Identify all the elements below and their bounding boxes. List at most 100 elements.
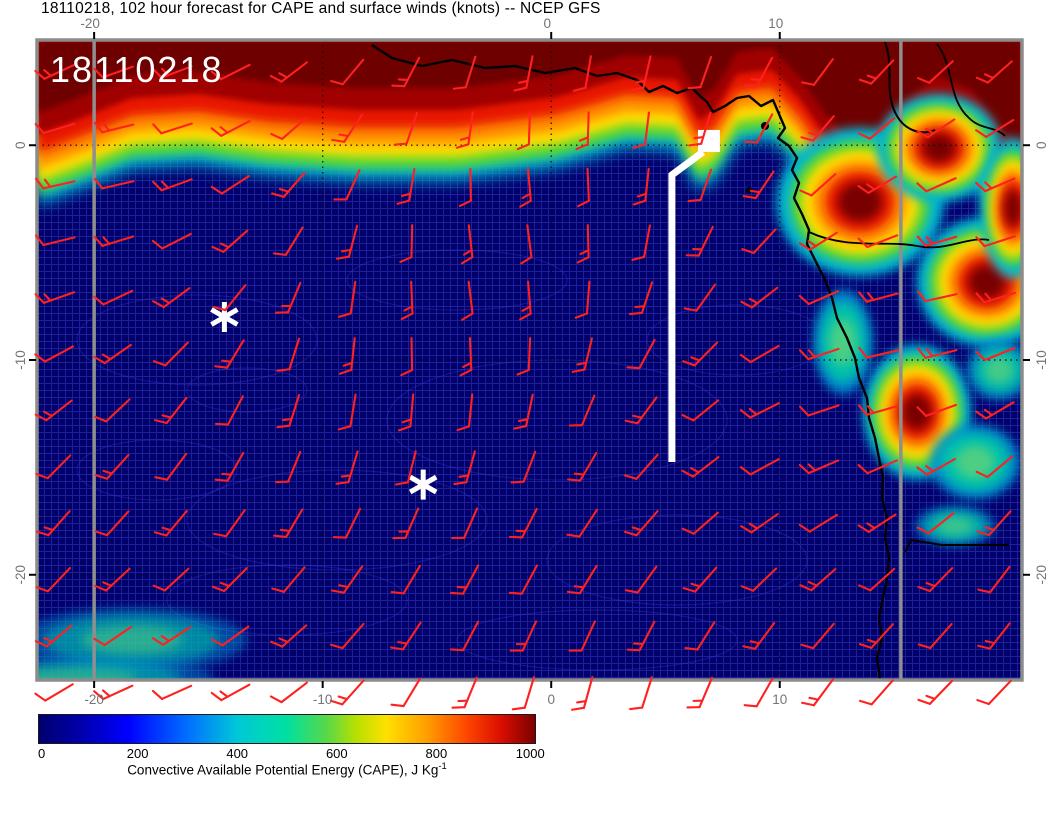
- wind-barb: [275, 450, 302, 484]
- wind-barb: [858, 679, 894, 706]
- wind-barb: [153, 509, 188, 537]
- wind-barb: [93, 343, 132, 365]
- wind-barb: [390, 564, 421, 595]
- wind-barb: [976, 510, 1012, 537]
- wind-barb: [451, 507, 479, 540]
- wind-barb: [570, 675, 594, 711]
- wind-barb: [916, 457, 957, 476]
- wind-barb: [93, 121, 135, 134]
- wind-barb: [449, 564, 480, 595]
- wind-barb: [35, 454, 72, 480]
- wind-barb: [740, 567, 778, 592]
- wind-barb: [739, 402, 780, 419]
- wind-barb: [271, 171, 306, 198]
- wind-barb: [276, 394, 301, 429]
- colorbar-label-text: Convective Available Potential Energy (C…: [127, 762, 439, 778]
- wind-barb: [857, 513, 897, 533]
- wind-barb: [798, 290, 840, 306]
- wind-barb: [576, 224, 590, 264]
- wind-barb: [629, 676, 653, 711]
- wind-barb: [799, 173, 837, 197]
- wind-barb: [396, 167, 416, 205]
- river-line-benue: [936, 43, 1006, 137]
- wind-barb: [34, 122, 76, 135]
- axis-label-right: -20: [1034, 565, 1049, 585]
- wind-barb: [456, 393, 474, 432]
- faint-contour: [386, 359, 728, 481]
- wind-barb: [977, 565, 1011, 594]
- wind-barb: [630, 55, 652, 92]
- wind-barb: [335, 450, 359, 485]
- wind-barb: [269, 681, 308, 704]
- wind-barb: [977, 622, 1011, 650]
- cape-high-blob: [829, 318, 857, 366]
- plot-frame: [35, 38, 1024, 682]
- wind-barb: [575, 111, 590, 151]
- storm-asterisk-marker: [210, 302, 239, 332]
- wind-barb: [798, 459, 840, 475]
- wind-barb: [800, 622, 835, 650]
- river-line-congo: [808, 231, 990, 249]
- wind-barb: [152, 65, 193, 79]
- wind-barb: [394, 450, 417, 486]
- wind-barb: [975, 60, 1013, 84]
- cape-high-blob: [1004, 189, 1022, 227]
- wind-barb: [743, 113, 774, 144]
- wind-barb: [683, 283, 717, 312]
- wind-barb: [917, 679, 954, 705]
- wind-barb: [684, 621, 716, 651]
- wind-barb: [332, 507, 362, 539]
- wind-barb: [509, 620, 538, 652]
- wind-barb: [210, 625, 250, 647]
- wind-barb: [857, 117, 896, 140]
- wind-barb: [153, 396, 188, 425]
- wind-barb: [271, 566, 306, 593]
- wind-barb: [34, 683, 74, 702]
- wind-barb: [631, 224, 651, 261]
- wind-barb: [743, 677, 774, 708]
- wind-barb: [681, 511, 719, 535]
- wind-barb: [687, 168, 713, 203]
- faint-contour: [346, 249, 568, 311]
- wind-barb: [577, 167, 590, 208]
- wind-barb: [857, 234, 899, 249]
- wind-barb: [455, 111, 474, 149]
- wind-barb: [151, 684, 193, 701]
- wind-barb: [452, 55, 477, 90]
- wind-barb: [976, 679, 1012, 706]
- wind-barb: [567, 451, 598, 482]
- wind-barb: [917, 622, 953, 650]
- wind-barb: [688, 112, 712, 147]
- wind-barb: [397, 393, 415, 432]
- wind-barb: [35, 177, 76, 190]
- wind-barb: [800, 115, 835, 142]
- wind-barb: [511, 676, 536, 711]
- wind-barb: [151, 626, 192, 646]
- wind-barb: [681, 456, 720, 478]
- wind-barb: [210, 175, 250, 195]
- wind-barb: [566, 564, 598, 595]
- faint-contour: [456, 609, 738, 671]
- figure-title: 18110218, 102 hour forecast for CAPE and…: [41, 0, 601, 17]
- faint-contour: [546, 514, 808, 606]
- wind-barb: [34, 345, 75, 363]
- wind-barb: [269, 61, 308, 83]
- wind-barb: [93, 177, 135, 190]
- wind-barb: [741, 228, 777, 255]
- wind-barb: [152, 341, 189, 367]
- wind-barb: [34, 399, 73, 422]
- cape-high-blob: [937, 517, 973, 535]
- wind-barb: [337, 393, 357, 431]
- wind-barb: [210, 683, 251, 702]
- wind-barb: [212, 284, 247, 312]
- wind-barb-layer: [34, 55, 1017, 711]
- wind-barb: [975, 291, 1017, 304]
- wind-barb: [858, 59, 895, 85]
- wind-barb: [34, 291, 76, 304]
- wind-barb: [510, 450, 537, 484]
- wind-barb: [975, 455, 1014, 479]
- wind-barb: [682, 566, 718, 593]
- axis-label-bottom: -10: [313, 692, 333, 707]
- wind-barb: [740, 513, 779, 534]
